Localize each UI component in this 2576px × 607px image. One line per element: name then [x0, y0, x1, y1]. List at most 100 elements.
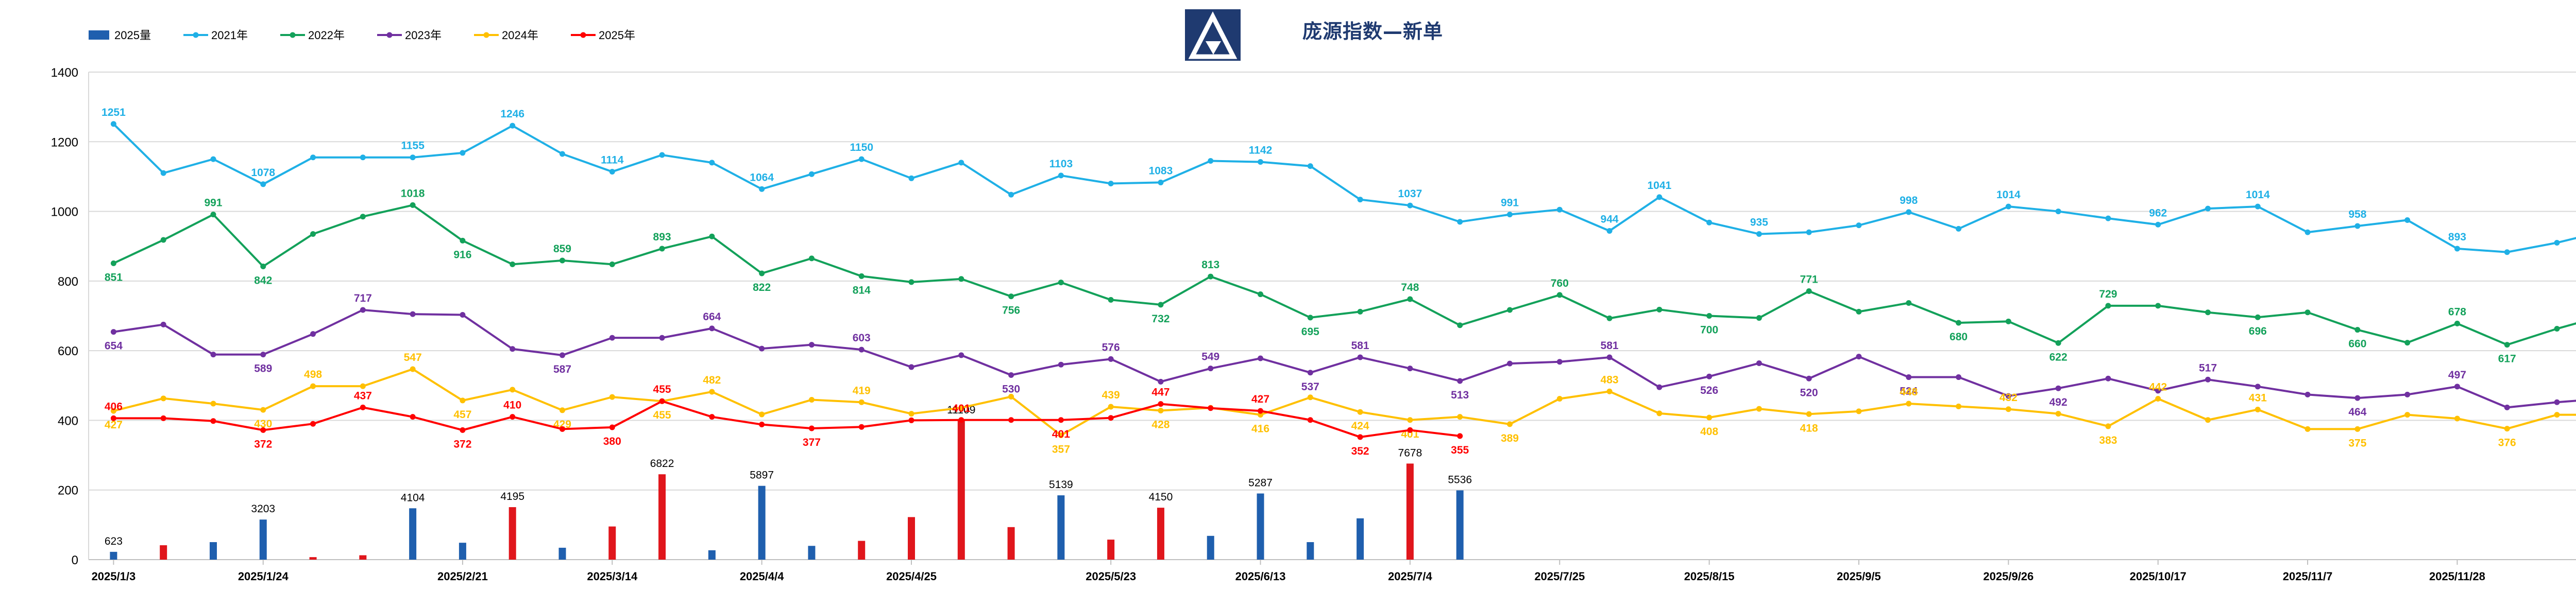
x-tick-label: 2025/1/24: [238, 570, 289, 583]
data-point: [2205, 309, 2211, 316]
data-point: [310, 383, 316, 389]
bar: [509, 507, 516, 560]
bar: [658, 474, 666, 560]
legend-swatch: [89, 30, 109, 40]
data-label: 427: [105, 419, 123, 431]
data-point: [1906, 209, 1912, 215]
data-point: [808, 397, 815, 403]
data-point: [2105, 215, 2111, 221]
data-point: [1706, 219, 1713, 226]
series-2021年: 1251 1078 1155 1246 1114 1064 1150 1103 1083 1142…: [101, 107, 2576, 255]
data-point: [1457, 322, 1463, 328]
data-point: [210, 401, 216, 407]
bar: [209, 542, 217, 560]
data-label: 442: [2149, 381, 2167, 393]
data-point: [709, 233, 715, 239]
data-point: [1008, 293, 1014, 300]
data-point: [360, 404, 366, 410]
data-point: [759, 270, 765, 276]
data-point: [1856, 408, 1862, 414]
data-point: [1656, 194, 1663, 200]
y-grid: 0 200 400 600 800 1000 1200 1400: [51, 66, 2576, 567]
data-label: 439: [1102, 389, 1120, 401]
data-point: [110, 415, 116, 421]
data-point: [360, 154, 366, 161]
data-point: [1457, 219, 1463, 225]
data-label: 1037: [1398, 188, 1422, 200]
data-label: 455: [653, 409, 671, 421]
data-label: 1041: [1647, 180, 1671, 192]
data-point: [1756, 406, 1762, 412]
data-label: 842: [254, 274, 272, 286]
data-label: 380: [603, 436, 621, 447]
data-point: [1008, 417, 1014, 423]
data-point: [510, 387, 516, 393]
data-point: [460, 237, 466, 244]
data-point: [210, 156, 216, 162]
data-point: [2404, 412, 2411, 418]
data-point: [559, 257, 565, 264]
data-label: 991: [204, 197, 222, 209]
data-point: [1258, 408, 1264, 414]
data-label: 482: [703, 374, 721, 386]
data-label: 424: [1351, 420, 1369, 432]
legend-label: 2025年: [599, 29, 635, 42]
data-point: [2105, 423, 2111, 429]
data-point: [1706, 373, 1713, 379]
data-point: [659, 335, 665, 341]
data-point: [2554, 239, 2560, 246]
data-label: 416: [1251, 423, 1269, 435]
data-point: [1307, 315, 1313, 321]
data-point: [1407, 427, 1413, 433]
data-point: [460, 150, 466, 156]
bar-data-label: 4104: [401, 492, 425, 504]
data-point: [1357, 434, 1363, 440]
data-point: [1656, 306, 1663, 313]
data-label: 859: [553, 243, 571, 255]
data-point: [609, 394, 615, 400]
data-point: [1906, 374, 1912, 380]
data-label: 1114: [601, 154, 624, 166]
bar: [1456, 490, 1464, 560]
data-point: [1806, 375, 1812, 381]
legend-label: 2021年: [211, 29, 248, 42]
data-label: 448: [1900, 386, 1918, 398]
data-point: [709, 389, 715, 395]
data-point: [1856, 354, 1862, 360]
bar-data-label: 5287: [1248, 477, 1273, 489]
data-point: [510, 414, 516, 420]
data-point: [1158, 378, 1164, 385]
data-point: [1407, 417, 1413, 423]
data-point: [1357, 409, 1363, 415]
bar: [708, 550, 716, 560]
data-point: [160, 170, 166, 176]
legend-label: 2022年: [308, 29, 345, 42]
data-point: [1208, 158, 1214, 164]
data-label: 492: [2049, 396, 2067, 408]
bar: [558, 547, 566, 560]
data-label: 389: [1501, 432, 1519, 444]
data-label: 520: [1800, 387, 1818, 398]
data-label: 1142: [1249, 145, 1273, 157]
data-label: 513: [1451, 389, 1469, 401]
data-point: [609, 335, 615, 341]
data-point: [2504, 249, 2510, 255]
legend-label: 2023年: [405, 29, 442, 42]
bar: [1406, 463, 1414, 560]
data-label: 537: [1301, 381, 1319, 393]
data-label: 497: [2448, 369, 2466, 381]
data-point: [1357, 197, 1363, 203]
data-point: [310, 231, 316, 237]
data-point: [460, 311, 466, 318]
data-point: [1506, 307, 1513, 313]
data-point: [1506, 421, 1513, 427]
data-label: 1155: [401, 140, 425, 152]
data-point: [1706, 414, 1713, 421]
data-point: [2454, 246, 2460, 252]
data-point: [360, 214, 366, 220]
x-tick-label: 2025/1/3: [92, 570, 136, 583]
bar: [160, 545, 167, 560]
data-label: 547: [404, 352, 422, 363]
data-label: 998: [1900, 195, 1918, 206]
